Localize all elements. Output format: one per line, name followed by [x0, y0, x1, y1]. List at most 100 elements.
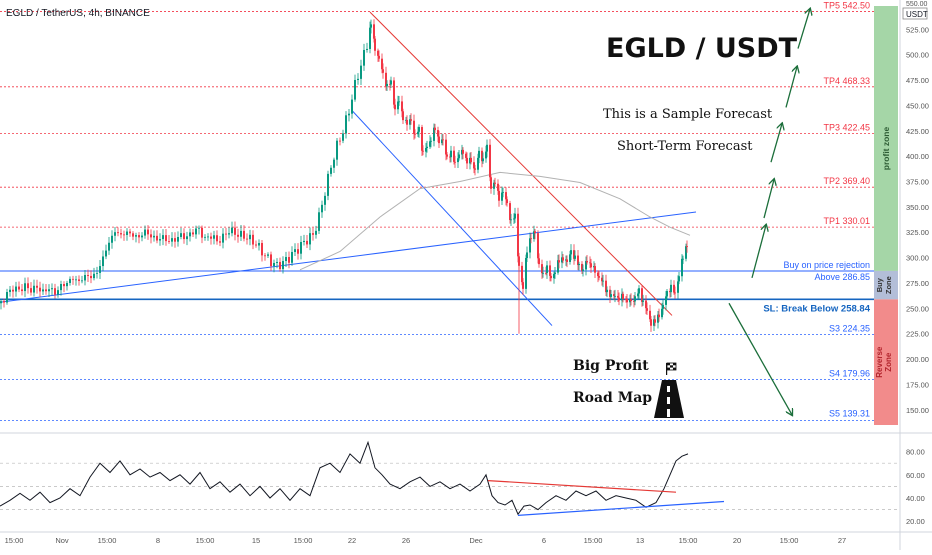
candle-body	[339, 140, 341, 142]
candle-body	[566, 259, 568, 262]
candle-body	[637, 293, 639, 297]
candle-body	[661, 308, 663, 318]
candle-body	[132, 233, 134, 237]
x-tick-label: Nov	[55, 536, 69, 545]
candle-body	[309, 233, 311, 245]
roadmap-line2: Road Map	[573, 390, 652, 406]
candle-body	[650, 319, 652, 326]
candle-body	[385, 72, 387, 87]
candle-body	[481, 150, 483, 162]
candle-body	[626, 299, 628, 303]
candle-body	[618, 297, 620, 301]
candle-body	[570, 250, 572, 255]
candle-body	[641, 288, 643, 302]
candle-body	[377, 50, 379, 56]
candle-body	[478, 150, 480, 158]
trendline-rsi-support	[517, 500, 725, 516]
candle-body	[306, 240, 308, 245]
candle-body	[589, 262, 591, 264]
candle-body	[234, 227, 236, 235]
candle-body	[351, 99, 353, 114]
candle-body	[174, 238, 176, 242]
candle-body	[291, 251, 293, 263]
candle-body	[261, 243, 263, 256]
candle-body	[442, 139, 444, 141]
candle-body	[378, 55, 380, 59]
candle-body	[598, 276, 600, 278]
level-label-5: Buy on price rejection	[783, 260, 870, 270]
candle-body	[501, 192, 503, 201]
candle-body	[24, 283, 26, 292]
candle-body	[573, 250, 575, 259]
forecast-arrow-1	[763, 179, 774, 219]
candle-body	[477, 157, 479, 170]
level-label-8: S3 224.35	[829, 323, 870, 333]
rsi-tick-label: 80.00	[906, 448, 925, 457]
candle-body	[542, 272, 544, 274]
candle-body	[357, 78, 359, 81]
candle-body	[342, 133, 344, 141]
candle-body	[69, 278, 71, 283]
candle-body	[324, 195, 326, 205]
level-label-7: SL: Break Below 258.84	[763, 303, 870, 314]
candle-body	[0, 301, 2, 304]
candle-body	[538, 258, 540, 265]
candle-body	[457, 158, 459, 163]
candle-body	[406, 119, 408, 125]
candle-body	[213, 235, 215, 239]
candle-body	[609, 289, 611, 297]
level-label-10: S5 139.31	[829, 409, 870, 419]
candle-body	[434, 127, 436, 131]
candle-body	[147, 229, 149, 235]
forecast-arrow-4	[797, 9, 810, 49]
candle-body	[93, 273, 95, 279]
level-label-3: TP2 369.40	[823, 176, 870, 186]
candle-body	[48, 289, 50, 292]
flag-icon	[666, 362, 677, 375]
candle-body	[9, 289, 11, 293]
y-tick-label: 500.00	[906, 51, 929, 60]
candle-body	[228, 233, 230, 235]
candle-body	[537, 233, 539, 259]
level-label-2: TP3 422.45	[823, 122, 870, 132]
rsi-tick-label: 20.00	[906, 517, 925, 526]
candle-body	[590, 263, 592, 268]
buy-zone	[874, 270, 898, 300]
forecast-arrow-0	[751, 225, 766, 279]
candle-body	[494, 182, 496, 184]
level-label-0: TP5 542.50	[823, 1, 870, 11]
candle-body	[574, 255, 576, 259]
candle-body	[453, 150, 455, 162]
candle-body	[75, 279, 77, 281]
candle-body	[60, 284, 62, 291]
candle-body	[189, 232, 191, 237]
candle-body	[318, 212, 320, 231]
candle-body	[114, 232, 116, 236]
candle-body	[562, 257, 564, 261]
candle-body	[446, 154, 448, 157]
candle-body	[558, 260, 560, 263]
candle-body	[622, 293, 624, 299]
candle-body	[549, 265, 551, 276]
candle-body	[678, 276, 680, 282]
candle-body	[638, 288, 640, 294]
candle-body	[36, 285, 38, 288]
candle-body	[138, 235, 140, 238]
candle-body	[666, 291, 668, 297]
candle-body	[252, 234, 254, 245]
candle-body	[57, 290, 59, 295]
candle-body	[530, 238, 532, 240]
candle-body	[21, 289, 23, 292]
candle-body	[382, 69, 384, 73]
forecast-arrow-5	[728, 302, 792, 415]
level-label-1: TP4 468.33	[823, 76, 870, 86]
level-label-6: Above 286.85	[814, 272, 870, 282]
candle-body	[141, 235, 143, 238]
candle-body	[418, 127, 420, 132]
trendline-rsi-resistance	[487, 480, 677, 493]
candle-body	[165, 235, 167, 242]
x-tick-label: 22	[348, 536, 356, 545]
trendline-channel-down	[351, 110, 553, 326]
